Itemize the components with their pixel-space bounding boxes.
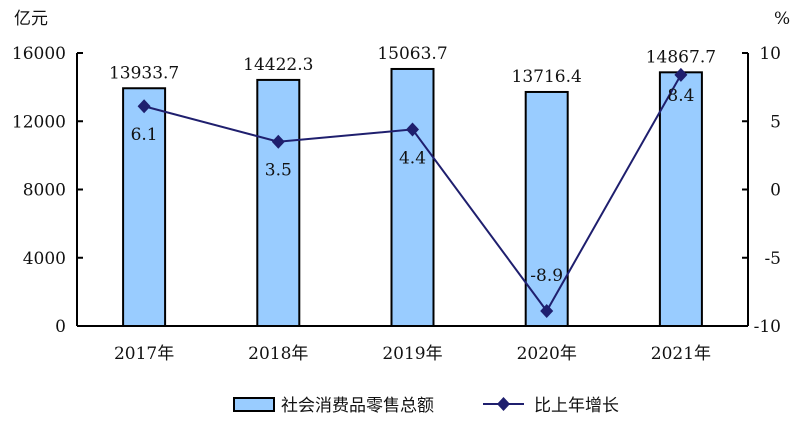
left-tick-label: 12000 [12,112,66,132]
bar-value-label: 14422.3 [243,55,313,75]
right-tick-label: 5 [770,112,781,132]
bar-value-label: 14867.7 [646,47,716,67]
bar-value-label: 13933.7 [109,63,179,83]
bar-2017年 [122,87,167,327]
bar-value-label: 15063.7 [377,44,447,64]
bar-value-label: 13716.4 [512,67,582,87]
growth-point-marker [137,99,151,114]
right-tick-label: -5 [764,249,781,269]
legend-bar-label: 社会消费品零售总额 [281,396,434,416]
growth-value-label: 4.4 [399,148,426,168]
right-axis-unit: % [774,9,790,29]
legend-line-label: 比上年增长 [534,396,619,416]
bar-2018年 [256,78,301,327]
x-tick-label: 2017年 [114,344,174,364]
growth-point-marker [674,67,688,82]
growth-point-marker [540,303,554,318]
bar-2021年 [658,71,703,327]
growth-value-label: -8.9 [530,266,563,286]
growth-point-marker [406,122,419,137]
right-tick-label: 0 [770,181,781,201]
legend-diamond-icon [497,397,510,411]
left-axis-unit: 亿元 [14,9,48,29]
right-tick-label: -10 [754,317,781,337]
growth-value-label: 6.1 [131,125,158,145]
legend-bar-swatch [233,397,275,412]
x-tick-label: 2018年 [248,344,308,364]
x-tick-label: 2021年 [651,344,711,364]
right-tick-label: 10 [759,44,781,64]
growth-value-label: 3.5 [265,161,292,181]
legend: 社会消费品零售总额 比上年增长 [233,396,619,416]
growth-point-marker [271,134,285,149]
left-tick-label: 16000 [12,44,66,64]
left-tick-label: 4000 [23,249,66,269]
bar-2020年 [524,90,569,327]
x-tick-label: 2020年 [517,344,577,364]
left-tick-label: 0 [55,317,66,337]
bar-2019年 [390,67,435,327]
growth-value-label: 8.4 [667,86,694,106]
left-tick-label: 8000 [23,181,66,201]
x-tick-label: 2019年 [382,344,442,364]
